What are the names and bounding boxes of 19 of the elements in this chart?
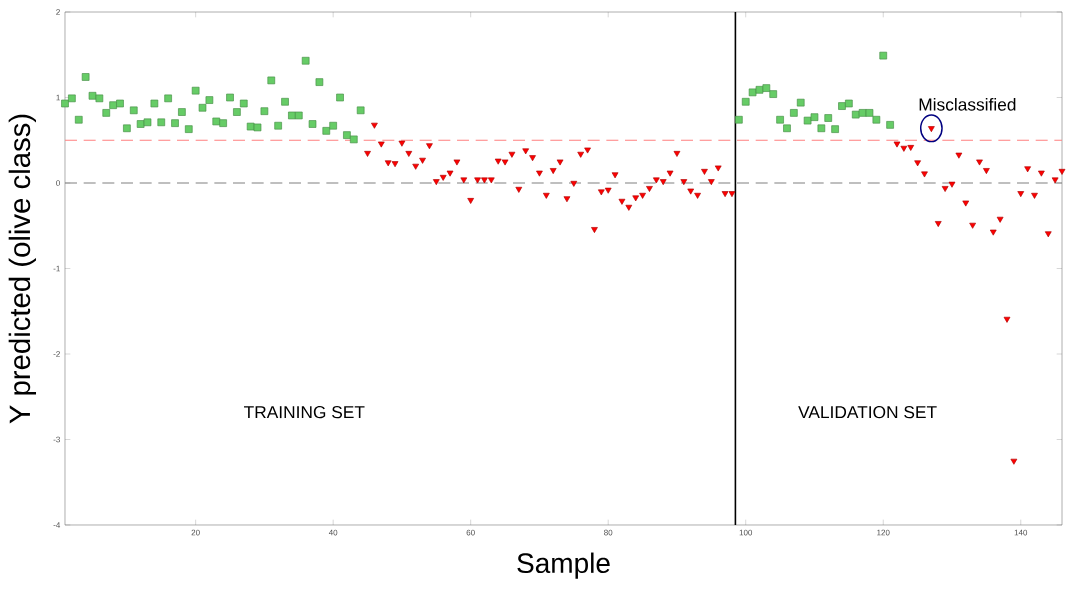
x-tick-label: 140 [1014, 529, 1028, 536]
x-tick-label: 80 [604, 529, 613, 536]
y-axis-title: Y predicted (olive class) [8, 114, 37, 424]
y-tick-label: 1 [56, 94, 60, 101]
x-tick-label: 20 [191, 529, 200, 536]
y-tick-label: 2 [56, 9, 60, 15]
y-tick-label: -4 [53, 522, 61, 528]
annotation: Misclassified [919, 97, 1016, 111]
y-tick-label: -3 [53, 436, 60, 443]
x-tick-label: 120 [877, 529, 890, 536]
x-tick-label: 60 [466, 529, 475, 536]
annotation: VALIDATION SET [798, 406, 937, 419]
x-tick-label: 100 [739, 529, 753, 536]
x-tick-label: 40 [328, 529, 338, 536]
y-tick-label: -1 [53, 265, 60, 272]
y-tick-label: 0 [56, 180, 60, 186]
x-axis-title: Sample [517, 552, 610, 579]
y-tick-label: -2 [53, 351, 60, 357]
annotation: TRAINING SET [244, 406, 365, 419]
